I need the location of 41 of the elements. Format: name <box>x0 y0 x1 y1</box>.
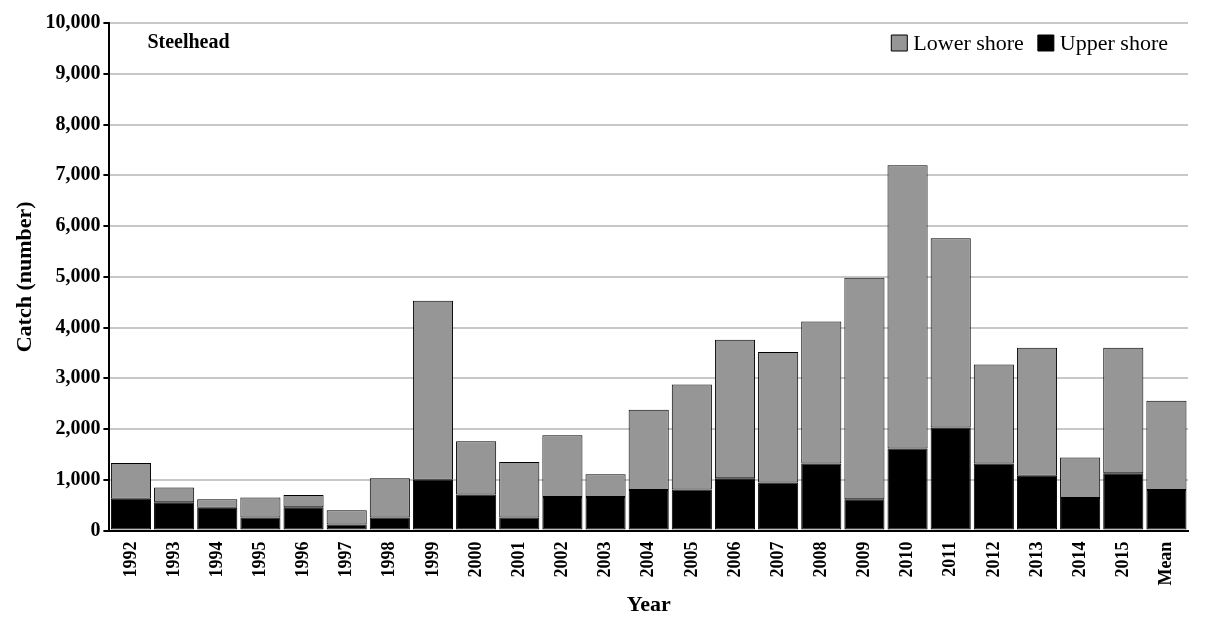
y-tick-label: 1,000 <box>55 467 101 490</box>
x-tick-label: 2005 <box>680 541 701 578</box>
x-tick-label: 1994 <box>205 541 226 578</box>
x-tick-label: 2013 <box>1025 541 1046 578</box>
x-tick-label: 1993 <box>162 541 183 578</box>
x-tick-label: 2010 <box>896 541 917 578</box>
x-tick-label: 2015 <box>1111 541 1132 578</box>
y-tick-label: 0 <box>90 517 101 540</box>
x-tick-label: 2011 <box>939 541 960 577</box>
x-tick-label: 1995 <box>249 541 270 578</box>
y-tick-label: 8,000 <box>55 111 101 134</box>
x-tick-label: 1996 <box>292 541 313 578</box>
legend-label: Upper shore <box>1059 29 1169 55</box>
x-tick-label: 2014 <box>1068 541 1089 578</box>
x-tick-label: 1992 <box>119 541 140 578</box>
x-tick-label: 2003 <box>594 541 615 578</box>
x-tick-label: 2007 <box>766 541 787 578</box>
chart-title: Steelhead <box>147 30 230 53</box>
y-tick-label: 7,000 <box>55 162 101 185</box>
x-axis-title: Year <box>626 591 671 617</box>
x-tick-label: 2004 <box>637 541 658 578</box>
x-tick-label: 1998 <box>378 541 399 578</box>
y-axis-title: Catch (number) <box>10 201 36 353</box>
x-tick-label: 2006 <box>723 541 744 578</box>
x-tick-label: Mean <box>1155 541 1176 586</box>
y-tick-label: 2,000 <box>55 416 101 439</box>
x-tick-label: 2009 <box>853 541 874 578</box>
y-tick-label: 6,000 <box>55 213 101 236</box>
x-tick-label: 2002 <box>551 541 572 578</box>
x-tick-label: 2001 <box>507 541 528 578</box>
y-tick-label: 3,000 <box>55 365 101 388</box>
y-tick-label: 9,000 <box>55 60 101 83</box>
x-tick-label: 2000 <box>464 541 485 578</box>
y-tick-label: 10,000 <box>45 10 101 33</box>
legend-label: Lower shore <box>913 29 1024 55</box>
y-tick-label: 5,000 <box>55 263 101 286</box>
y-tick-label: 4,000 <box>55 314 101 337</box>
x-tick-label: 2012 <box>982 541 1003 578</box>
x-tick-label: 1999 <box>421 541 442 578</box>
x-tick-label: 2008 <box>809 541 830 578</box>
x-tick-label: 1997 <box>335 541 356 578</box>
